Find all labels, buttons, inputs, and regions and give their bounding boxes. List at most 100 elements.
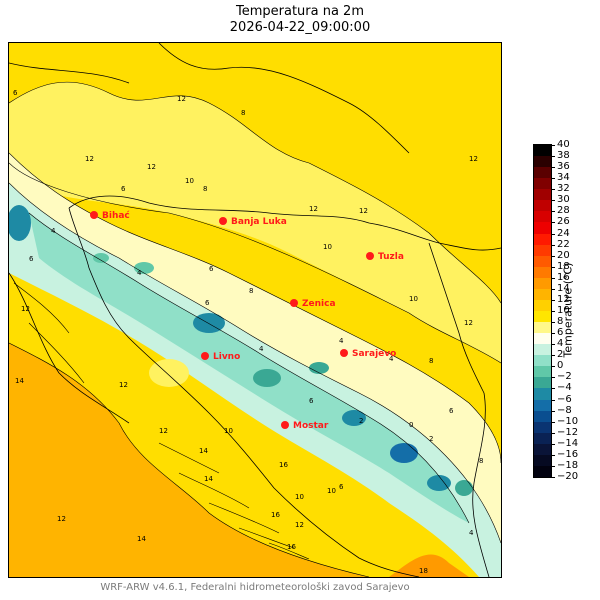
warm-valley: [287, 329, 331, 357]
colorbar-segment: [534, 299, 551, 312]
city-marker: [219, 217, 227, 225]
svg-text:2: 2: [429, 435, 433, 443]
colorbar-segment: [534, 200, 551, 212]
colorbar-tick-label: 4: [557, 338, 564, 350]
city-label: Bihać: [102, 210, 130, 221]
city-marker: [290, 299, 298, 307]
colorbar-tick-label: −16: [557, 448, 579, 460]
colorbar-tick-label: 16: [557, 271, 570, 283]
colorbar-segment: [534, 211, 551, 223]
colorbar-tick-label: 12: [557, 293, 570, 305]
colorbar-segment: [534, 432, 551, 445]
colorbar: [533, 144, 552, 478]
colorbar-tick-label: −6: [557, 393, 572, 405]
colorbar-segment: [534, 233, 551, 246]
svg-text:16: 16: [287, 543, 296, 551]
title-timestamp: 2026-04-22_09:00:00: [229, 20, 371, 35]
cold-pocket: [9, 205, 31, 241]
colorbar-segment: [534, 377, 551, 389]
svg-text:6: 6: [449, 407, 454, 415]
colorbar-segment: [534, 366, 551, 378]
cold-pocket: [390, 443, 418, 463]
city-mostar: Mostar: [281, 421, 329, 431]
temperature-field: 6 12 8 12 12 10 8 12 12 12 10 10 12 12 1…: [9, 43, 501, 577]
cold-pocket: [309, 362, 329, 374]
city-label: Banja Luka: [231, 217, 287, 227]
svg-text:12: 12: [119, 381, 128, 389]
title-main: Temperatura na 2m: [235, 4, 364, 19]
svg-text:12: 12: [177, 95, 186, 103]
city-label: Sarajevo: [352, 349, 396, 359]
svg-text:14: 14: [204, 475, 213, 483]
colorbar-segment: [534, 421, 551, 434]
colorbar-tick-label: 36: [557, 161, 570, 173]
svg-text:6: 6: [209, 265, 214, 273]
colorbar-tick-label: −18: [557, 459, 579, 471]
colorbar-tick-label: 2: [557, 349, 564, 361]
colorbar-tick-label: 6: [557, 327, 564, 339]
svg-text:6: 6: [309, 397, 314, 405]
svg-text:12: 12: [85, 155, 94, 163]
svg-text:12: 12: [359, 207, 368, 215]
colorbar-tick-label: 14: [557, 282, 570, 294]
city-marker: [90, 211, 98, 219]
svg-text:2: 2: [359, 417, 363, 425]
colorbar-tick-label: 30: [557, 194, 570, 206]
colorbar-segment: [534, 255, 551, 268]
city-livno: Livno: [201, 352, 240, 362]
cold-pocket: [342, 410, 366, 426]
svg-text:4: 4: [51, 227, 56, 235]
svg-text:8: 8: [203, 185, 207, 193]
city-banja-luka: Banja Luka: [219, 217, 287, 227]
cold-pocket: [134, 262, 154, 274]
colorbar-segment: [534, 311, 551, 323]
colorbar-segment: [534, 388, 551, 401]
svg-text:4: 4: [137, 269, 142, 277]
colorbar-segment: [534, 333, 551, 345]
chart-title: Temperatura na 2m 2026-04-22_09:00:00: [0, 4, 600, 36]
field-warm-coast: [9, 343, 369, 577]
colorbar-tick-label: 24: [557, 227, 570, 239]
colorbar-tick-label: 40: [557, 139, 570, 150]
svg-text:10: 10: [323, 243, 332, 251]
svg-text:8: 8: [249, 287, 253, 295]
colorbar-segment: [534, 355, 551, 367]
colorbar-segment: [534, 344, 551, 356]
colorbar-tick-label: 26: [557, 216, 570, 228]
colorbar-segment: [534, 167, 551, 179]
colorbar-tick-label: 20: [557, 249, 570, 261]
colorbar-segment: [534, 266, 551, 279]
svg-text:16: 16: [271, 511, 280, 519]
svg-text:12: 12: [295, 521, 304, 529]
field-band-4: [29, 213, 469, 523]
colorbar-segment: [534, 222, 551, 235]
city-marker: [281, 421, 289, 429]
svg-text:12: 12: [21, 305, 30, 313]
city-sarajevo: Sarajevo: [340, 349, 396, 359]
city-label: Zenica: [302, 299, 336, 309]
svg-text:10: 10: [409, 295, 418, 303]
colorbar-tick-label: −10: [557, 415, 579, 427]
city-label: Mostar: [293, 421, 329, 431]
colorbar-segment: [534, 277, 551, 290]
cold-pocket: [253, 369, 281, 387]
svg-text:10: 10: [327, 487, 336, 495]
city-marker: [366, 252, 374, 260]
svg-text:14: 14: [15, 377, 24, 385]
city-markers: Bihać Banja Luka Tuzla Zenica Sarajevo L…: [90, 210, 404, 431]
svg-text:16: 16: [279, 461, 288, 469]
colorbar-tick-label: −14: [557, 437, 579, 449]
colorbar-tick-label: −12: [557, 426, 579, 438]
svg-text:12: 12: [469, 155, 478, 163]
svg-text:4: 4: [259, 345, 264, 353]
colorbar-segment: [534, 465, 551, 478]
colorbar-segment: [534, 178, 551, 190]
svg-text:12: 12: [147, 163, 156, 171]
svg-text:18: 18: [419, 567, 428, 575]
colorbar-tick-label: −2: [557, 371, 572, 383]
map-area[interactable]: 6 12 8 12 12 10 8 12 12 12 10 10 12 12 1…: [8, 42, 502, 578]
city-marker: [340, 349, 348, 357]
city-marker: [201, 352, 209, 360]
field-band-12-north: [9, 82, 501, 363]
svg-text:10: 10: [185, 177, 194, 185]
